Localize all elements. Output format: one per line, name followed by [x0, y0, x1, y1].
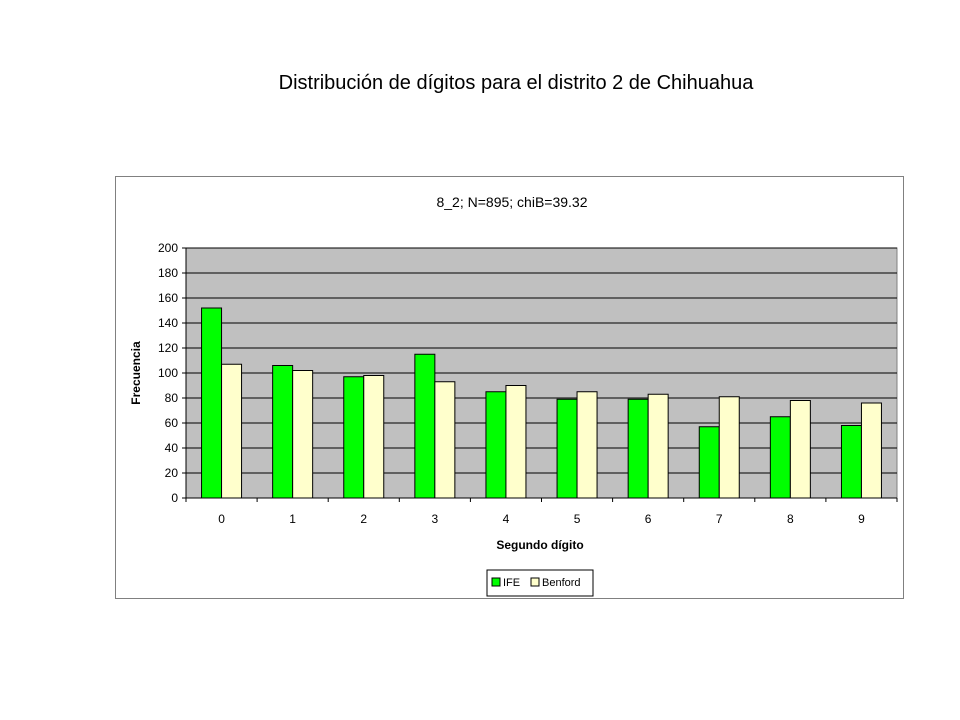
bar-ife-8	[769, 416, 791, 499]
bar-benford-3	[434, 381, 456, 499]
slide-title: Distribución de dígitos para el distrito…	[278, 72, 754, 94]
x-tick-label: 4	[503, 512, 510, 526]
legend-swatch-ife	[491, 577, 501, 587]
y-tick-label: 180	[158, 266, 178, 280]
bar-ife-7	[698, 426, 720, 499]
legend-label-ife: IFE	[503, 577, 520, 589]
legend: IFE Benford	[486, 569, 594, 597]
bar-ife-6	[627, 398, 649, 499]
x-tick-label: 2	[360, 512, 367, 526]
bars	[201, 307, 882, 499]
y-tick-label: 80	[165, 391, 179, 405]
bar-benford-8	[789, 400, 811, 499]
y-tick-label: 100	[158, 366, 178, 380]
bar-ife-2	[343, 376, 365, 499]
y-tick-label: 120	[158, 341, 178, 355]
x-tick-label: 1	[289, 512, 296, 526]
legend-label-benford: Benford	[542, 577, 581, 589]
y-axis-ticks: 0 20 40 60 80 100 120 140 160 180 200	[158, 241, 186, 505]
bar-ife-1	[272, 365, 294, 499]
y-tick-label: 160	[158, 291, 178, 305]
x-tick-label: 9	[858, 512, 865, 526]
bar-ife-3	[414, 353, 436, 499]
bar-chart: 8_2; N=895; chiB=39.32 02040608010012014…	[129, 194, 898, 597]
bar-benford-0	[221, 363, 243, 499]
x-axis-ticks: 0 1 2 3 4 5 6 7 8 9	[185, 498, 898, 526]
y-tick-label: 60	[165, 416, 179, 430]
chart-title: 8_2; N=895; chiB=39.32	[436, 194, 587, 210]
bar-benford-5	[576, 391, 598, 499]
y-tick-label: 20	[165, 466, 179, 480]
bar-benford-1	[292, 370, 314, 499]
x-tick-label: 0	[218, 512, 225, 526]
bar-ife-4	[485, 391, 507, 499]
x-tick-label: 7	[716, 512, 723, 526]
bar-ife-0	[201, 307, 223, 499]
x-tick-label: 6	[645, 512, 652, 526]
x-axis-label: Segundo dígito	[496, 538, 583, 552]
bar-benford-9	[860, 402, 882, 499]
bar-ife-9	[840, 425, 862, 499]
y-tick-label: 200	[158, 241, 178, 255]
bar-benford-7	[718, 396, 740, 499]
bar-benford-6	[647, 393, 669, 499]
x-tick-label: 8	[787, 512, 794, 526]
legend-box	[486, 569, 594, 597]
y-tick-label: 40	[165, 441, 179, 455]
bar-benford-2	[363, 375, 385, 499]
y-axis-label: Frecuencia	[129, 341, 143, 405]
bar-ife-5	[556, 398, 578, 499]
y-tick-label: 140	[158, 316, 178, 330]
legend-swatch-benford	[530, 577, 540, 587]
y-tick-label: 0	[171, 491, 178, 505]
bar-benford-4	[505, 385, 527, 499]
x-tick-label: 3	[432, 512, 439, 526]
chart-frame: 8_2; N=895; chiB=39.32 0 20 40 60 80 100 120 14…	[115, 176, 904, 599]
x-tick-label: 5	[574, 512, 581, 526]
